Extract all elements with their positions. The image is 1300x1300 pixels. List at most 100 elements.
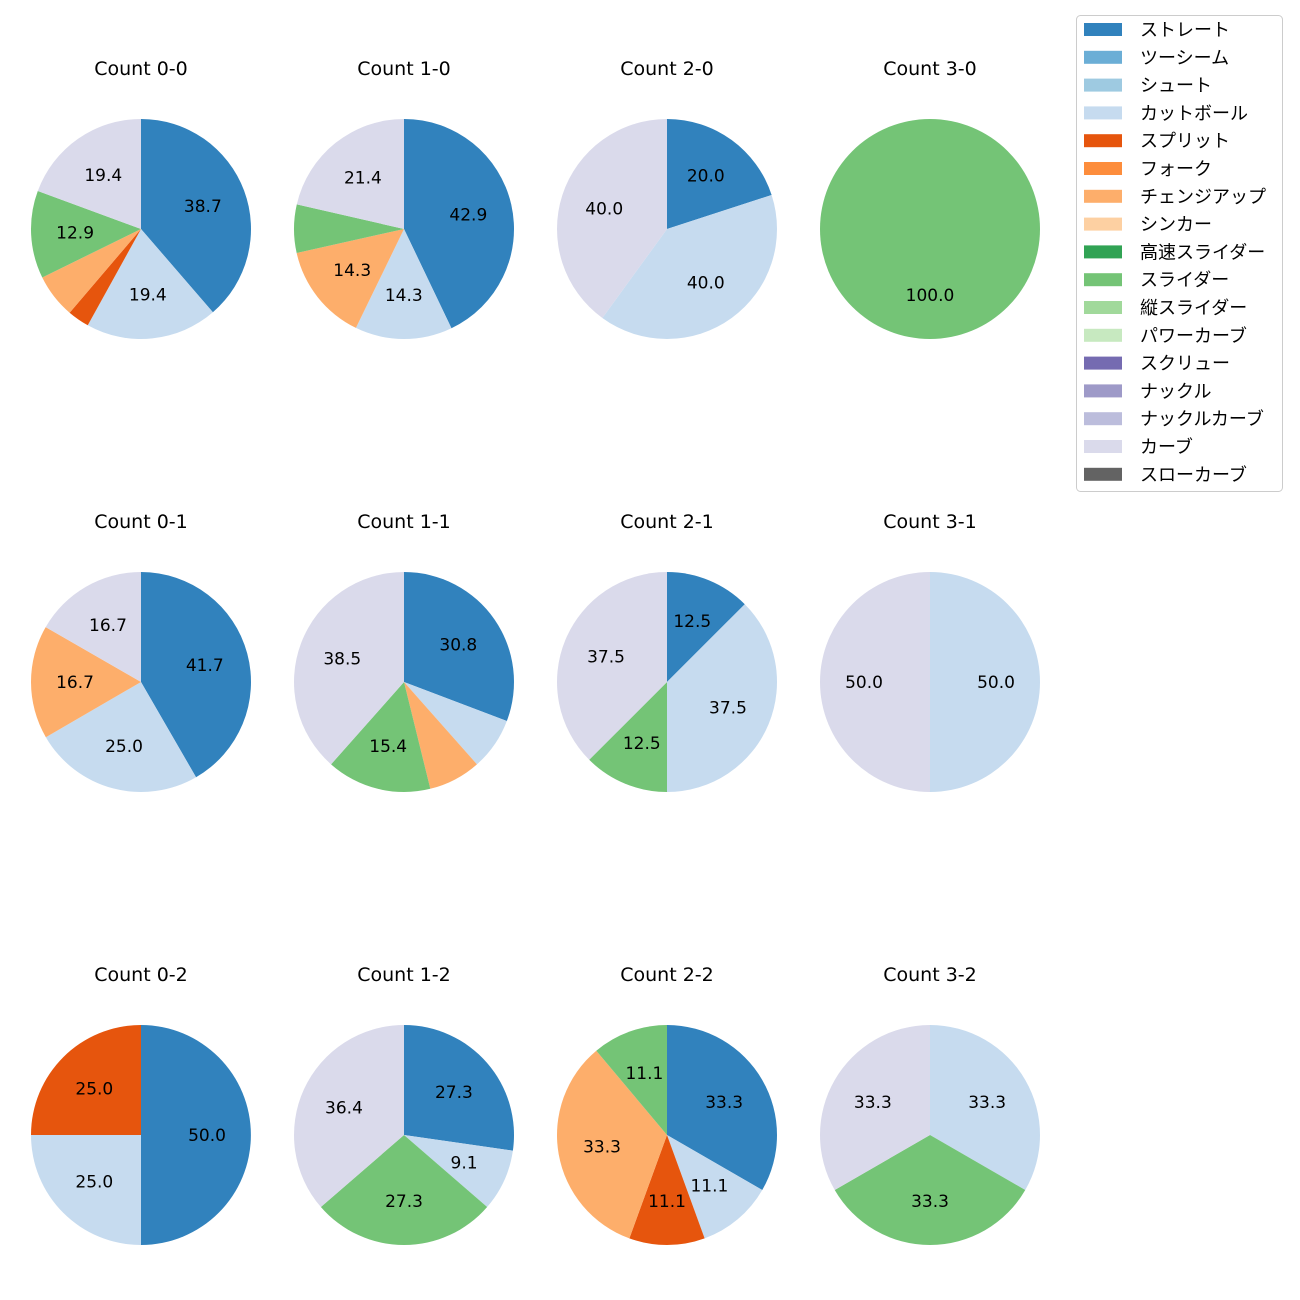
pie-title: Count 1-0 [357, 58, 451, 80]
pie-slice [30, 627, 141, 738]
legend-label: スローカーブ [1140, 464, 1247, 486]
pie-title: Count 3-2 [883, 964, 977, 986]
pie-slice [141, 572, 251, 778]
legend-swatch [1084, 23, 1122, 36]
pie-slice [930, 572, 1040, 792]
slice-label: 41.7 [186, 656, 224, 676]
pie-slice [557, 1050, 667, 1239]
legend-swatch [1084, 162, 1122, 175]
pie-slice [296, 119, 404, 229]
pie-slice [141, 119, 251, 313]
slice-label: 16.7 [89, 616, 127, 636]
slice-label: 19.4 [84, 166, 122, 186]
pie-slice [596, 1025, 667, 1135]
pie-slice [404, 682, 477, 789]
pie-title: Count 1-1 [357, 511, 451, 533]
pie-slice [404, 1025, 514, 1151]
legend-swatch [1084, 301, 1122, 314]
pie-slice [404, 572, 514, 722]
slice-label: 12.5 [673, 612, 711, 632]
legend-swatch [1084, 356, 1122, 370]
legend-swatch [1084, 440, 1122, 453]
pie-slice [820, 1025, 930, 1190]
pie-count-3-2: Count 3-2 33.3 33.3 33.3 [820, 964, 1040, 1245]
legend-label: 高速スライダー [1140, 242, 1265, 263]
pie-slice [930, 1025, 1040, 1190]
pie-count-1-1: Count 1-1 30.8 15.4 38.5 [294, 511, 514, 792]
pie-title: Count 2-2 [620, 964, 714, 986]
legend-swatch [1084, 78, 1122, 92]
pie-title: Count 3-1 [883, 511, 977, 533]
legend-label: チェンジアップ [1140, 187, 1266, 208]
pie-slice [667, 1135, 763, 1239]
legend-label: 縦スライダー [1140, 298, 1247, 319]
slice-label: 16.7 [56, 673, 94, 693]
pie-count-2-0: Count 2-0 20.0 40.0 40.0 [557, 58, 777, 340]
pie-count-0-0: Count 0-0 38.7 19.4 12.9 19.4 [30, 58, 251, 339]
legend-label: ツーシーム [1140, 48, 1229, 69]
slice-label: 38.5 [323, 650, 361, 670]
slice-label: 36.4 [325, 1099, 363, 1119]
slice-label: 33.3 [968, 1093, 1006, 1113]
slice-label: 33.3 [854, 1093, 892, 1113]
slice-label: 12.5 [623, 734, 661, 754]
pie-title: Count 3-0 [883, 58, 977, 80]
pie-count-2-1: Count 2-1 12.5 37.5 12.5 37.5 [557, 511, 777, 792]
slice-label: 15.4 [369, 737, 407, 757]
slice-label: 11.1 [690, 1177, 728, 1197]
legend-label: パワーカーブ [1140, 325, 1247, 347]
pie-slice [404, 1135, 513, 1208]
slice-label: 40.0 [687, 273, 725, 293]
pie-slice [30, 190, 142, 278]
slice-label: 20.0 [687, 167, 725, 187]
legend-label: スプリット [1140, 131, 1230, 152]
slice-label: 33.3 [705, 1093, 743, 1113]
legend-swatch [1084, 412, 1122, 426]
slice-label: 25.0 [75, 1173, 113, 1193]
slice-label: 25.0 [75, 1079, 113, 1099]
pie-count-1-0: Count 1-0 42.9 14.3 14.3 21.4 [294, 58, 514, 339]
pie-count-3-1: Count 3-1 50.0 50.0 [820, 511, 1040, 792]
legend-label: カットボール [1140, 103, 1248, 124]
slice-label: 25.0 [105, 737, 143, 757]
legend-swatch [1084, 189, 1122, 203]
pie-count-0-1: Count 0-1 41.7 25.0 16.7 16.7 [30, 511, 251, 792]
slice-label: 50.0 [845, 673, 883, 693]
legend-swatch [1084, 217, 1122, 231]
pie-slice [667, 1025, 777, 1190]
legend-swatch [1084, 384, 1122, 398]
slice-label: 37.5 [709, 698, 747, 718]
slice-label: 50.0 [977, 673, 1015, 693]
legend-label: スライダー [1140, 270, 1229, 291]
slice-label: 27.3 [385, 1192, 423, 1212]
slice-label: 14.3 [385, 286, 423, 306]
pie-slice [294, 1025, 404, 1208]
legend-frame [1076, 15, 1283, 492]
pie-slice [37, 118, 141, 229]
legend-label: フォーク [1140, 159, 1212, 180]
pie-slice [355, 229, 452, 339]
pie-slice [629, 1135, 705, 1245]
legend-swatch [1084, 50, 1122, 64]
pie-slice [42, 229, 141, 313]
pie-title: Count 1-2 [357, 964, 451, 986]
pie-slice [87, 229, 213, 339]
slice-label: 14.3 [333, 261, 371, 281]
legend-swatch [1084, 245, 1122, 259]
pie-count-2-2: Count 2-233.311.111.133.311.1 [557, 964, 777, 1245]
slice-label: 37.5 [587, 648, 625, 668]
pie-title: Count 2-0 [620, 58, 714, 80]
slice-label: 42.9 [449, 205, 487, 225]
legend-swatch [1084, 467, 1122, 481]
slice-label: 50.0 [188, 1126, 226, 1146]
pie-title: Count 2-1 [620, 511, 714, 533]
slice-label: 38.7 [184, 197, 222, 217]
pie-slice [45, 572, 141, 682]
pie-slice [31, 1025, 141, 1135]
slice-label: 33.3 [911, 1192, 949, 1212]
pie-slice [667, 119, 772, 229]
legend: ストレートツーシームシュートカットボールスプリットフォークチェンジアップシンカー… [1076, 15, 1283, 492]
legend-swatch [1084, 106, 1122, 120]
slice-label: 40.0 [585, 200, 623, 220]
